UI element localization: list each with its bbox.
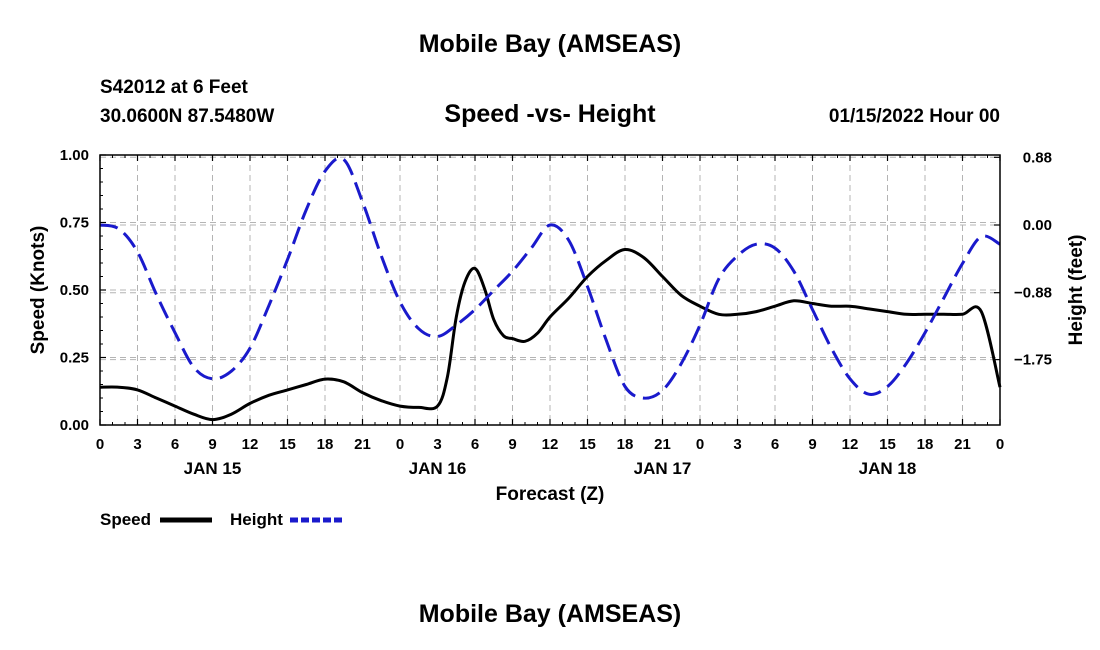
x-tick-label: 9 (208, 436, 216, 453)
grid-lines (100, 155, 1000, 425)
y2-axis-title: Height (feet) (1066, 235, 1087, 346)
y2-tick-label: 0.00 (1023, 217, 1052, 234)
x-tick-label: 18 (317, 436, 334, 453)
chart-title: Speed -vs- Height (444, 100, 656, 128)
series-line-speed (99, 247, 1002, 422)
x-day-label: JAN 17 (634, 459, 692, 478)
x-tick-label: 21 (354, 436, 371, 453)
x-tick-label: 3 (433, 436, 441, 453)
chart-series (99, 156, 1002, 422)
footer-title: Mobile Bay (AMSEAS) (418, 600, 682, 628)
y-tick-label: 1.00 (60, 147, 89, 164)
y-tick-label: 0.00 (60, 417, 89, 434)
y2-tick-label: −1.75 (1014, 352, 1052, 369)
x-tick-label: 9 (808, 436, 816, 453)
x-tick-label: 6 (171, 436, 179, 453)
x-tick-label: 6 (471, 436, 479, 453)
legend-speed-label: Speed (100, 510, 151, 529)
y-tick-label: 0.75 (60, 215, 89, 232)
x-tick-label: 15 (579, 436, 596, 453)
series-line-height (99, 156, 1001, 400)
legend-height-label: Height (230, 510, 283, 529)
x-axis-title: Forecast (Z) (496, 484, 605, 505)
run-time-label: 01/15/2022 Hour 00 (828, 106, 1000, 127)
x-day-label: JAN 16 (409, 459, 467, 478)
station-label: S42012 at 6 Feet (100, 77, 248, 98)
x-tick-label: 6 (771, 436, 779, 453)
x-tick-label: 21 (654, 436, 671, 453)
x-tick-label: 0 (996, 436, 1004, 453)
y-tick-label: 0.25 (60, 350, 89, 367)
x-tick-label: 21 (954, 436, 971, 453)
station-coordinates: 30.0600N 87.5480W (100, 106, 275, 127)
x-tick-label: 3 (133, 436, 141, 453)
x-tick-label: 3 (733, 436, 741, 453)
x-tick-label: 15 (879, 436, 896, 453)
x-tick-label: 0 (96, 436, 104, 453)
x-tick-label: 18 (617, 436, 634, 453)
y-axis-title: Speed (Knots) (28, 226, 49, 355)
y-tick-label: 0.50 (60, 282, 89, 299)
y2-tick-label: 0.88 (1023, 149, 1052, 166)
axis-labels: Forecast (Z) Speed (Knots) Height (feet) (28, 226, 1087, 505)
x-tick-label: 0 (696, 436, 704, 453)
x-tick-label: 15 (279, 436, 296, 453)
x-tick-label: 9 (508, 436, 516, 453)
x-day-label: JAN 15 (184, 459, 242, 478)
x-tick-label: 12 (242, 436, 259, 453)
x-tick-label: 0 (396, 436, 404, 453)
x-tick-label: 18 (917, 436, 934, 453)
y2-tick-label: −0.88 (1014, 285, 1052, 302)
x-tick-label: 12 (542, 436, 559, 453)
legend: Speed Height (100, 510, 342, 529)
axis-ticks: 0 3 6 9 12 15 18 21 0 3 6 9 12 15 18 21 0 3 6 9 12 15 18 21 0JAN… (60, 147, 1052, 478)
x-day-label: JAN 18 (859, 459, 917, 478)
page-title: Mobile Bay (AMSEAS) (418, 30, 682, 58)
x-tick-label: 12 (842, 436, 859, 453)
